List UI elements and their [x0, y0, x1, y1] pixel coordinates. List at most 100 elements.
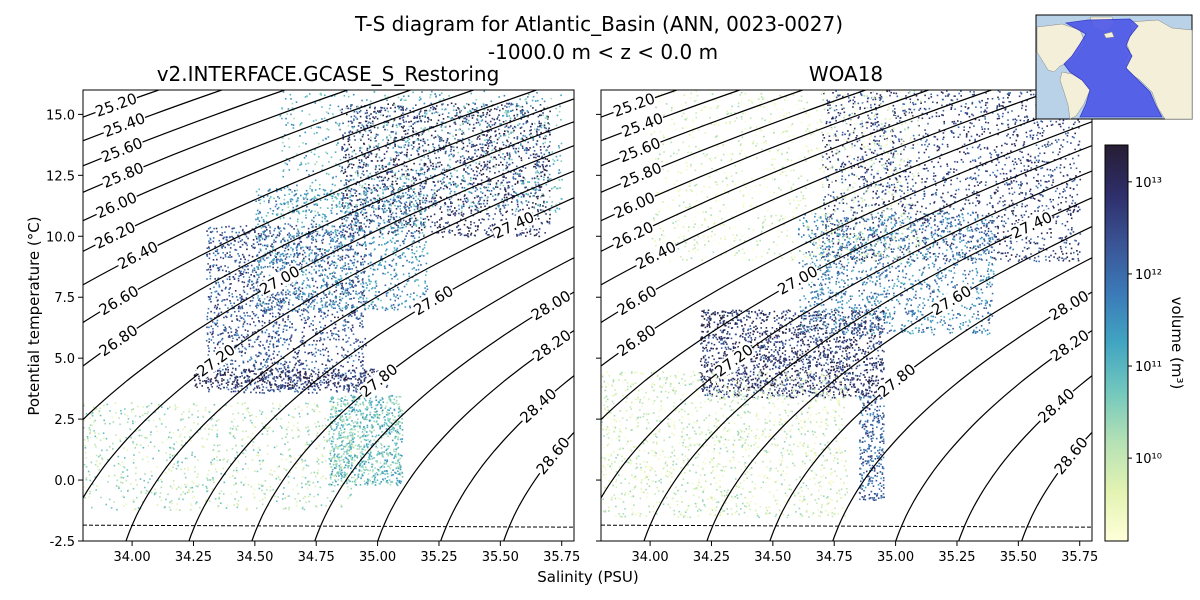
scatter-point	[440, 218, 443, 220]
scatter-point	[418, 193, 420, 196]
scatter-point	[446, 222, 449, 225]
scatter-point	[244, 371, 247, 374]
scatter-point	[544, 137, 547, 140]
scatter-point	[337, 316, 339, 319]
scatter-point	[250, 274, 252, 276]
scatter-point	[356, 199, 358, 202]
scatter-point	[194, 379, 196, 382]
scatter-point	[252, 388, 255, 391]
scatter-point	[390, 282, 392, 285]
scatter-point	[217, 342, 219, 345]
scatter-point	[389, 289, 392, 292]
scatter-point	[354, 251, 357, 254]
scatter-point	[510, 193, 513, 196]
scatter-point	[294, 388, 297, 390]
scatter-point	[265, 341, 268, 343]
scatter-point	[220, 246, 223, 248]
scatter-point	[413, 208, 416, 211]
scatter-point	[350, 214, 352, 216]
scatter-point	[254, 324, 257, 327]
scatter-point	[485, 150, 488, 152]
scatter-point	[444, 152, 447, 155]
scatter-point	[316, 295, 319, 298]
scatter-point	[262, 379, 265, 382]
scatter-point	[506, 210, 508, 213]
scatter-point	[227, 256, 230, 258]
scatter-point	[369, 222, 371, 225]
scatter-point	[394, 306, 396, 309]
scatter-point	[264, 234, 266, 237]
scatter-point	[417, 153, 420, 155]
scatter-point	[273, 376, 276, 378]
scatter-point	[502, 179, 505, 182]
scatter-point	[355, 218, 358, 220]
scatter-point	[271, 306, 273, 309]
scatter-point	[350, 272, 352, 274]
scatter-point	[420, 264, 422, 266]
scatter-point	[445, 141, 448, 144]
scatter-point	[344, 212, 346, 214]
scatter-point	[536, 140, 539, 142]
scatter-point	[382, 208, 384, 211]
scatter-point	[392, 191, 395, 193]
scatter-point	[475, 144, 478, 146]
scatter-point	[298, 377, 301, 380]
scatter-point	[300, 363, 302, 366]
scatter-point	[378, 110, 381, 112]
scatter-point	[270, 260, 273, 263]
scatter-point	[356, 244, 358, 247]
scatter-point	[251, 271, 254, 273]
scatter-point	[522, 147, 524, 149]
scatter-point	[460, 233, 463, 235]
scatter-point	[366, 149, 369, 152]
scatter-point	[380, 109, 383, 112]
scatter-point	[383, 186, 385, 188]
scatter-point	[320, 384, 322, 386]
scatter-point	[344, 378, 347, 381]
scatter-point	[440, 139, 443, 141]
scatter-point	[511, 188, 514, 191]
scatter-point	[222, 245, 225, 247]
scatter-point	[401, 136, 403, 138]
scatter-point	[358, 122, 361, 124]
scatter-point	[227, 371, 229, 373]
scatter-point	[252, 243, 255, 245]
scatter-point	[528, 230, 531, 233]
scatter-point	[310, 211, 312, 213]
scatter-point	[417, 172, 420, 175]
scatter-point	[499, 208, 502, 210]
scatter-point	[353, 370, 356, 372]
scatter-point	[293, 385, 296, 387]
scatter-point	[367, 138, 370, 140]
scatter-point	[269, 382, 271, 385]
scatter-point	[512, 147, 515, 150]
scatter-point	[480, 206, 482, 208]
scatter-point	[441, 113, 444, 115]
scatter-point	[356, 228, 358, 230]
scatter-point	[391, 260, 394, 262]
scatter-point	[327, 230, 329, 233]
scatter-point	[361, 151, 363, 154]
scatter-point	[463, 168, 465, 170]
scatter-point	[337, 377, 340, 380]
scatter-point	[216, 230, 218, 233]
scatter-point	[265, 372, 268, 374]
scatter-point	[407, 185, 410, 187]
scatter-point	[294, 390, 296, 393]
scatter-point	[261, 324, 264, 327]
scatter-point	[352, 360, 355, 362]
scatter-point	[378, 201, 380, 204]
scatter-point	[238, 310, 240, 313]
scatter-point	[240, 334, 243, 336]
scatter-point	[247, 375, 249, 377]
scatter-point	[470, 146, 473, 148]
scatter-point	[272, 377, 274, 380]
scatter-point	[217, 267, 220, 270]
scatter-point	[356, 170, 359, 172]
scatter-point	[275, 330, 278, 333]
scatter-point	[313, 339, 315, 342]
scatter-point	[335, 386, 338, 389]
scatter-point	[422, 138, 425, 140]
scatter-point	[535, 196, 538, 198]
scatter-point	[256, 209, 259, 212]
